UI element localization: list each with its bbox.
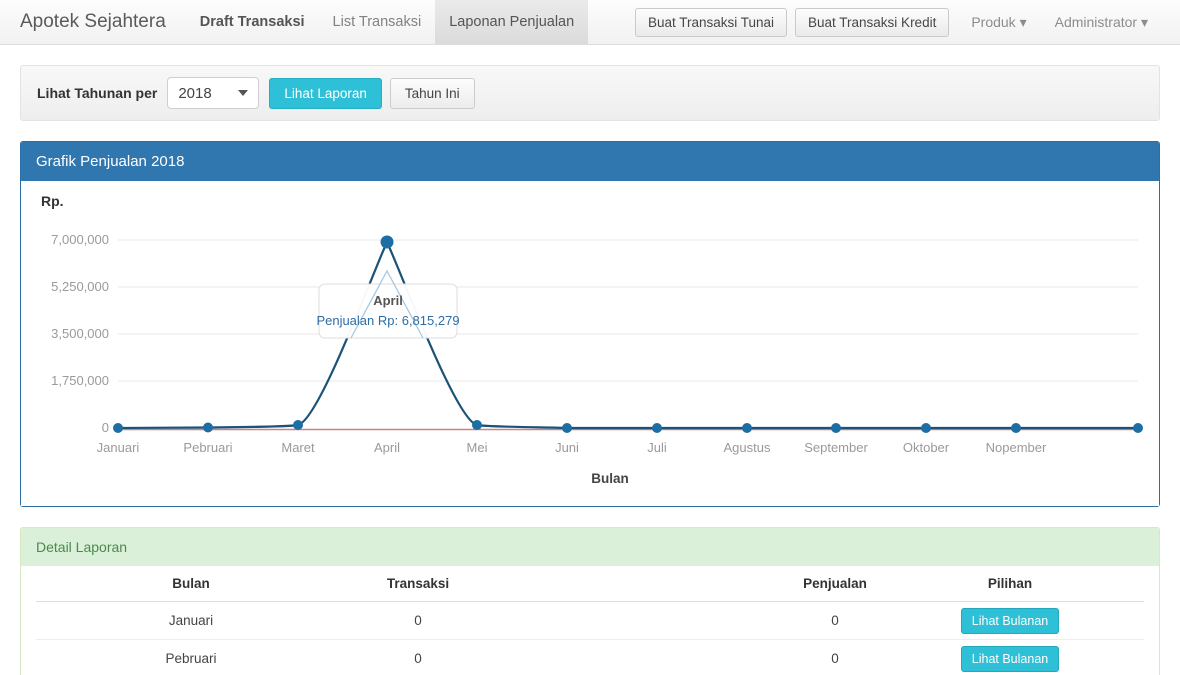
svg-text:Juni: Juni bbox=[555, 440, 579, 455]
svg-text:Bulan: Bulan bbox=[591, 471, 629, 486]
svg-text:5,250,000: 5,250,000 bbox=[51, 279, 109, 294]
svg-text:Maret: Maret bbox=[281, 440, 315, 455]
svg-text:April: April bbox=[373, 293, 403, 308]
svg-text:April: April bbox=[374, 440, 400, 455]
svg-text:1,750,000: 1,750,000 bbox=[51, 373, 109, 388]
svg-text:0: 0 bbox=[102, 420, 109, 435]
svg-text:Januari: Januari bbox=[97, 440, 140, 455]
svg-text:Oktober: Oktober bbox=[903, 440, 950, 455]
svg-text:Penjualan Rp: 6,815,279: Penjualan Rp: 6,815,279 bbox=[316, 313, 459, 328]
svg-text:September: September bbox=[804, 440, 868, 455]
svg-text:Juli: Juli bbox=[647, 440, 667, 455]
svg-text:Rp.: Rp. bbox=[41, 193, 64, 209]
svg-text:3,500,000: 3,500,000 bbox=[51, 326, 109, 341]
svg-text:Mei: Mei bbox=[467, 440, 488, 455]
svg-text:Agustus: Agustus bbox=[724, 440, 771, 455]
svg-text:7,000,000: 7,000,000 bbox=[51, 232, 109, 247]
svg-text:Nopember: Nopember bbox=[986, 440, 1047, 455]
svg-text:Pebruari: Pebruari bbox=[183, 440, 232, 455]
